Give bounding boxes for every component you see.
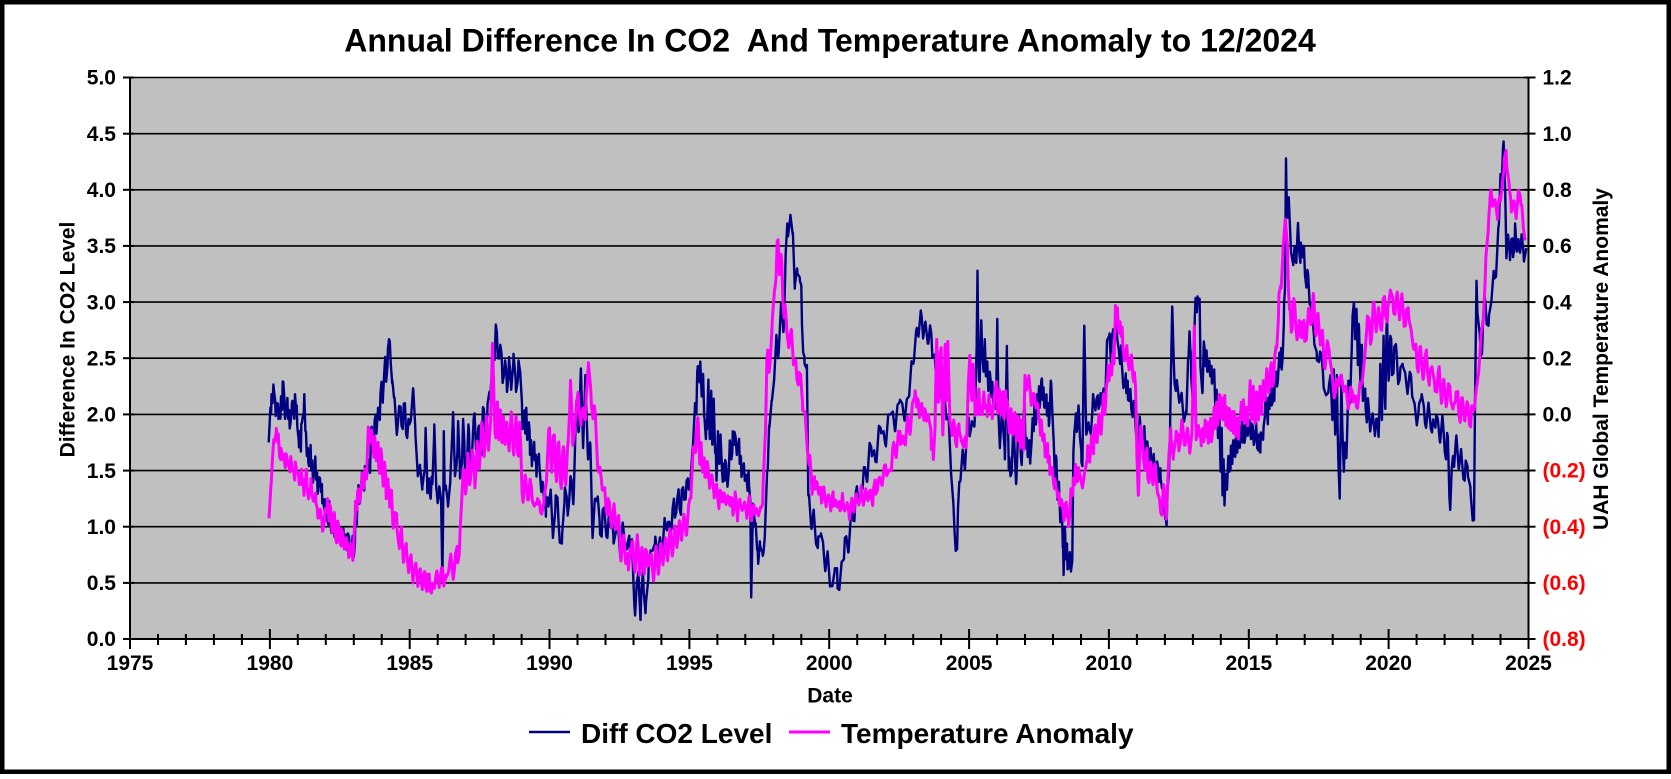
svg-text:2005: 2005 (946, 652, 993, 675)
svg-text:(0.4): (0.4) (1543, 516, 1586, 539)
svg-text:1985: 1985 (386, 652, 433, 675)
svg-text:5.0: 5.0 (87, 67, 116, 90)
svg-text:0.0: 0.0 (87, 628, 116, 651)
svg-text:3.0: 3.0 (87, 291, 116, 314)
svg-text:0.8: 0.8 (1543, 179, 1573, 202)
svg-text:1.0: 1.0 (1543, 123, 1572, 146)
svg-text:4.0: 4.0 (87, 179, 116, 202)
svg-text:0.0: 0.0 (1543, 404, 1572, 427)
svg-text:(0.6): (0.6) (1543, 572, 1586, 595)
svg-text:2.5: 2.5 (87, 347, 117, 370)
svg-text:1995: 1995 (666, 652, 713, 675)
svg-text:1990: 1990 (526, 652, 573, 675)
svg-text:0.2: 0.2 (1543, 347, 1572, 370)
svg-text:(0.2): (0.2) (1543, 460, 1586, 483)
svg-text:Difference In CO2 Level: Difference In CO2 Level (57, 222, 80, 458)
svg-text:2000: 2000 (806, 652, 853, 675)
svg-text:0.4: 0.4 (1543, 291, 1573, 314)
svg-text:2015: 2015 (1225, 652, 1272, 675)
svg-text:4.5: 4.5 (87, 123, 117, 146)
svg-text:0.5: 0.5 (87, 572, 117, 595)
svg-text:1.0: 1.0 (87, 516, 116, 539)
svg-text:2.0: 2.0 (87, 404, 116, 427)
svg-text:(0.8): (0.8) (1543, 628, 1586, 651)
svg-text:Diff CO2 Level: Diff CO2 Level (581, 718, 772, 749)
svg-text:Temperature Anomaly: Temperature Anomaly (841, 718, 1134, 749)
svg-text:2010: 2010 (1086, 652, 1133, 675)
svg-text:1.2: 1.2 (1543, 67, 1572, 90)
svg-text:Annual Difference In CO2 And: Annual Difference In CO2 And Temperature… (344, 23, 1316, 59)
svg-text:UAH Global Temperature Anomaly: UAH Global Temperature Anomaly (1590, 188, 1613, 530)
svg-text:0.6: 0.6 (1543, 235, 1572, 258)
svg-text:2020: 2020 (1365, 652, 1412, 675)
svg-text:2025: 2025 (1505, 652, 1552, 675)
svg-text:3.5: 3.5 (87, 235, 117, 258)
svg-text:1.5: 1.5 (87, 460, 117, 483)
svg-text:1975: 1975 (107, 652, 154, 675)
svg-text:Date: Date (807, 685, 853, 708)
svg-text:1980: 1980 (247, 652, 294, 675)
